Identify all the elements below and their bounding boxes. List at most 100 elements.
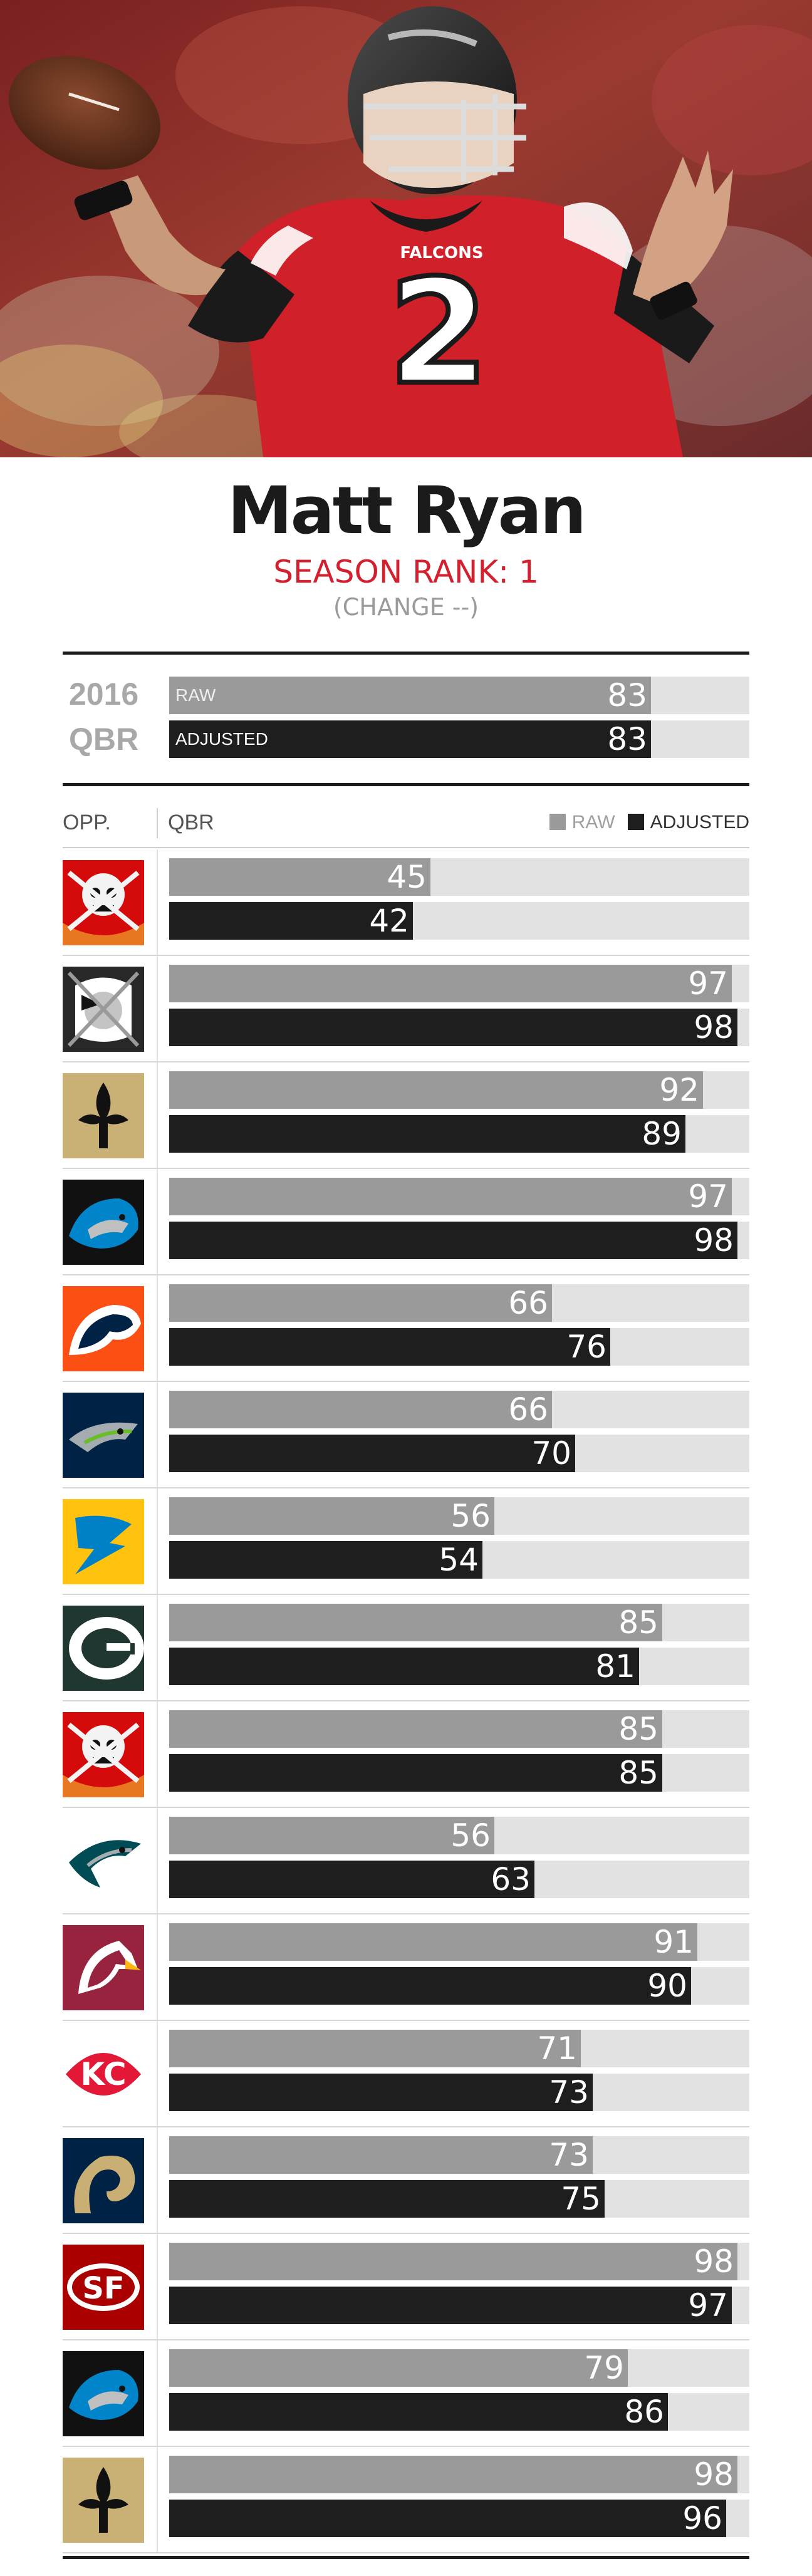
- game-row: 98 96: [63, 2447, 749, 2553]
- raw-qbr-value: 97: [688, 1178, 728, 1215]
- chiefs-logo-icon: KC: [63, 2032, 144, 2117]
- adjusted-bar-track: 70: [169, 1435, 749, 1472]
- raw-qbr-bar: 85: [169, 1710, 662, 1748]
- adjusted-bar-track: 98: [169, 1009, 749, 1046]
- raw-bar-track: 97: [169, 1178, 749, 1215]
- adjusted-qbr-value: 76: [566, 1329, 606, 1365]
- legend-raw-label: RAW: [571, 812, 615, 833]
- adjusted-bar-track: 90: [169, 1967, 749, 2005]
- row-divider: [157, 1914, 158, 2021]
- adjusted-qbr-value: 42: [369, 903, 409, 939]
- saints-logo-icon: [63, 2458, 144, 2543]
- row-divider: [157, 2127, 158, 2234]
- adjusted-bar-track: 75: [169, 2180, 749, 2218]
- row-separator: [63, 2126, 749, 2127]
- eagles-logo-icon: [63, 1819, 144, 1904]
- raw-bar-track: 85: [169, 1710, 749, 1748]
- player-name: Matt Ryan: [227, 472, 586, 549]
- row-separator: [63, 1913, 749, 1914]
- raiders-logo-icon: [63, 967, 144, 1052]
- game-row: KC 71 73: [63, 2021, 749, 2127]
- raw-qbr-bar: 66: [169, 1391, 552, 1428]
- packers-logo-icon: [63, 1606, 144, 1691]
- raw-qbr-value: 85: [618, 1711, 658, 1747]
- raw-qbr-value: 71: [537, 2030, 577, 2067]
- seahawks-logo-icon: [63, 1393, 144, 1478]
- row-separator: [63, 1061, 749, 1062]
- header-rule: [63, 847, 749, 848]
- adjusted-qbr-bar: 85: [169, 1754, 662, 1792]
- raw-qbr-bar: 98: [169, 2243, 737, 2280]
- game-row: 56 63: [63, 1808, 749, 1914]
- row-separator: [63, 1594, 749, 1595]
- row-divider: [157, 1275, 158, 1382]
- adjusted-qbr-value: 85: [618, 1755, 658, 1791]
- game-row: 85 81: [63, 1595, 749, 1701]
- adjusted-bar-track: 98: [169, 1222, 749, 1259]
- row-divider: [157, 1382, 158, 1488]
- adjusted-bar-track: 89: [169, 1115, 749, 1153]
- row-divider: [157, 2340, 158, 2447]
- raw-bar-track: 56: [169, 1817, 749, 1854]
- row-separator: [63, 2233, 749, 2234]
- panthers-logo-icon: [63, 1180, 144, 1265]
- mid-rule: [63, 783, 749, 786]
- game-row: 85 85: [63, 1701, 749, 1808]
- adjusted-qbr-bar: 75: [169, 2180, 605, 2218]
- row-separator: [63, 1168, 749, 1169]
- adjusted-bar-track: 42: [169, 902, 749, 940]
- adjusted-qbr-value: 90: [647, 1968, 687, 2004]
- adjusted-qbr-bar: 96: [169, 2500, 726, 2537]
- adjusted-qbr-value: 89: [642, 1116, 682, 1152]
- raw-qbr-bar: 56: [169, 1817, 494, 1854]
- raw-bar-track: 98: [169, 2243, 749, 2280]
- adjusted-qbr-bar: 90: [169, 1967, 691, 2005]
- raw-qbr-bar: 79: [169, 2349, 628, 2387]
- raw-qbr-value: 56: [450, 1498, 491, 1534]
- raw-qbr-value: 85: [618, 1604, 658, 1641]
- adjusted-qbr-bar: 63: [169, 1861, 534, 1898]
- adjusted-bar-track: 63: [169, 1861, 749, 1898]
- opp-header: OPP.: [63, 811, 111, 834]
- raw-bar-track: 73: [169, 2136, 749, 2174]
- raw-bar-track: 91: [169, 1923, 749, 1961]
- rams-logo-icon: [63, 2138, 144, 2223]
- chargers-logo-icon: [63, 1499, 144, 1584]
- adjusted-bar-track: 85: [169, 1754, 749, 1792]
- jersey-text: FALCONS: [400, 244, 483, 262]
- raw-qbr-bar: 66: [169, 1284, 552, 1322]
- top-rule: [63, 652, 749, 655]
- raw-qbr-bar: 97: [169, 965, 732, 1002]
- raw-qbr-bar: 71: [169, 2030, 581, 2067]
- row-divider: [157, 1488, 158, 1595]
- season-adjusted-value: 83: [607, 721, 647, 757]
- row-separator: [63, 1807, 749, 1808]
- adjusted-bar-track: 97: [169, 2287, 749, 2324]
- raw-bar-track: 56: [169, 1497, 749, 1535]
- legend: RAW ADJUSTED: [537, 807, 749, 838]
- season-rank: SEASON RANK: 1: [273, 554, 539, 590]
- raw-qbr-value: 73: [549, 2137, 589, 2173]
- legend-adjusted-swatch: [627, 814, 644, 830]
- adjusted-qbr-value: 70: [531, 1435, 571, 1472]
- adjusted-qbr-value: 73: [549, 2074, 589, 2111]
- adjusted-qbr-value: 54: [439, 1542, 479, 1578]
- adjusted-qbr-bar: 73: [169, 2074, 593, 2111]
- season-adjusted-bar: ADJUSTED 83: [169, 720, 651, 758]
- adjusted-qbr-bar: 89: [169, 1115, 685, 1153]
- row-separator: [63, 1487, 749, 1488]
- raw-qbr-value: 66: [508, 1285, 548, 1321]
- player-photo: 2 FALCONS: [0, 0, 812, 457]
- row-divider: [157, 2021, 158, 2127]
- raw-bar-track: 71: [169, 2030, 749, 2067]
- row-separator: [63, 1274, 749, 1275]
- row-divider: [157, 2234, 158, 2340]
- bottom-rule: [63, 2556, 749, 2559]
- adjusted-qbr-bar: 76: [169, 1328, 610, 1366]
- raw-qbr-bar: 98: [169, 2456, 737, 2493]
- season-raw-track: RAW 83: [169, 677, 749, 714]
- raw-qbr-bar: 73: [169, 2136, 593, 2174]
- adjusted-qbr-bar: 42: [169, 902, 413, 940]
- adjusted-qbr-bar: 97: [169, 2287, 732, 2324]
- raw-bar-track: 98: [169, 2456, 749, 2493]
